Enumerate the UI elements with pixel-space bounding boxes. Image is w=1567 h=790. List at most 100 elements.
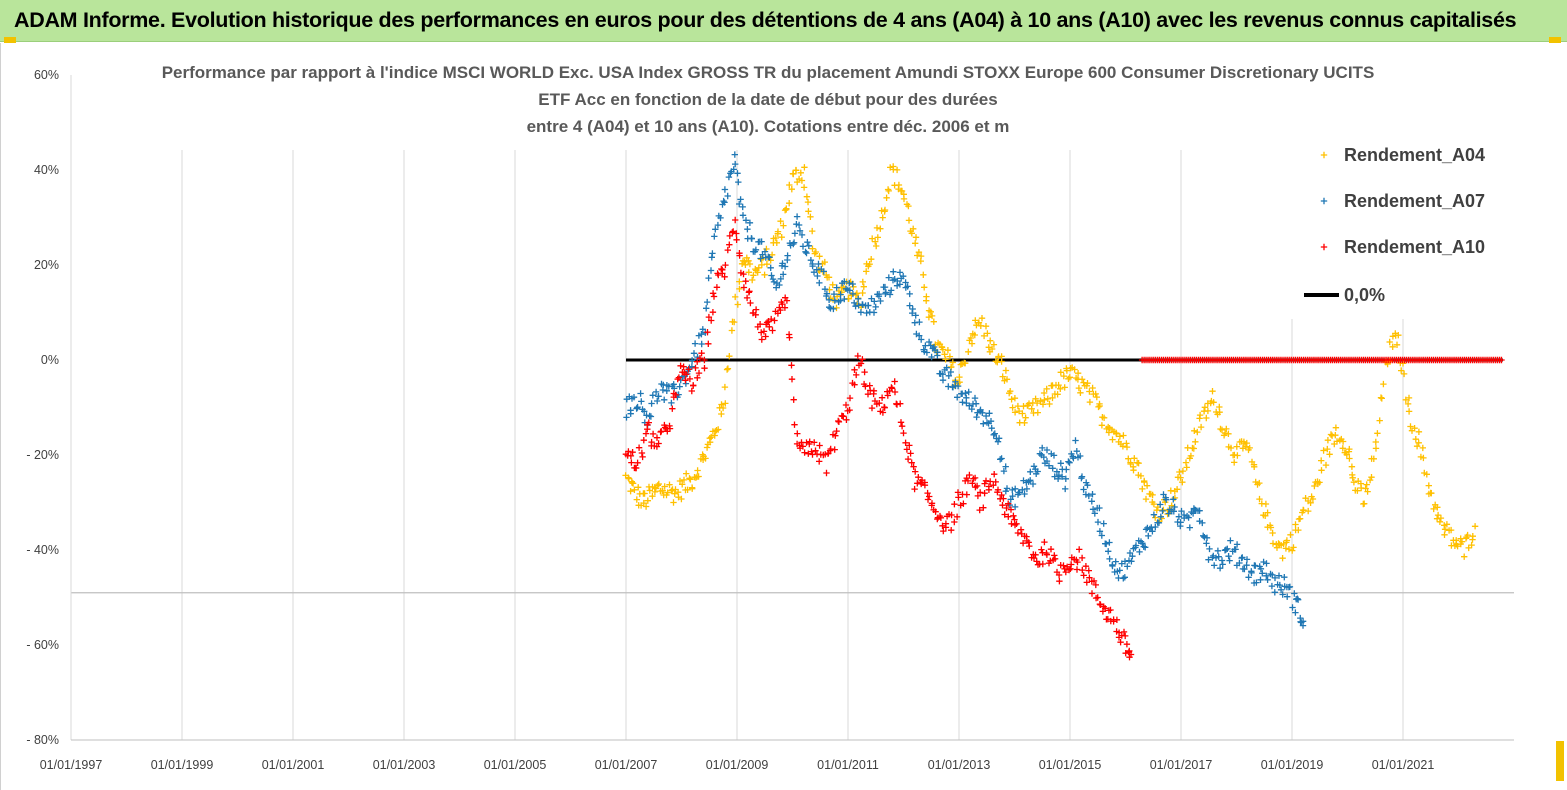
scatter-point (923, 349, 931, 356)
scatter-point (859, 278, 866, 286)
scatter-point (691, 340, 699, 347)
scatter-point (837, 291, 844, 298)
scatter-point (1179, 467, 1187, 475)
scatter-point (1032, 395, 1039, 402)
scatter-point (1216, 409, 1223, 416)
scatter-point (1210, 399, 1217, 406)
scatter-point (1105, 548, 1112, 555)
scatter-point (701, 365, 708, 372)
scatter-point (1226, 557, 1233, 564)
scatter-point (769, 275, 777, 283)
scatter-point (846, 279, 853, 287)
scatter-point (655, 440, 662, 447)
scatter-point (963, 491, 970, 498)
scatter-point (917, 257, 924, 265)
scatter-point (898, 187, 906, 195)
scatter-point (1086, 388, 1093, 395)
scatter-point (1039, 444, 1046, 452)
scatter-point (863, 309, 870, 317)
scatter-point (737, 196, 744, 203)
series-rendement-a10 (622, 216, 1135, 661)
scatter-point (945, 372, 952, 379)
scatter-point (1241, 565, 1248, 573)
scatter-point (783, 206, 790, 213)
scatter-point (694, 374, 701, 381)
scatter-point (1062, 485, 1069, 493)
scatter-point (897, 400, 904, 407)
scatter-point (1084, 482, 1091, 489)
chart-panel: 60% 40% 20% 0% - 20% - 40% - 60% - 80% 01/01/199… (0, 43, 1567, 790)
scatter-point (790, 170, 797, 178)
scatter-point (1063, 466, 1070, 473)
scatter-point (912, 312, 919, 319)
scatter-point (1233, 443, 1240, 450)
scatter-point (742, 261, 749, 268)
scatter-point (1240, 438, 1248, 445)
scatter-point (990, 482, 997, 489)
scatter-point (1405, 394, 1413, 402)
scatter-point (918, 480, 925, 488)
scatter-point (868, 256, 875, 263)
scatter-point (976, 506, 983, 514)
scatter-point (857, 309, 865, 316)
scatter-point (1183, 464, 1190, 471)
scatter-point (971, 394, 979, 402)
scatter-point (802, 248, 809, 255)
scatter-point (809, 260, 816, 268)
scatter-point (1051, 473, 1058, 480)
scatter-point (670, 499, 677, 506)
scatter-point (882, 289, 890, 296)
scatter-point (807, 257, 815, 264)
scatter-point (1256, 479, 1263, 487)
scatter-point (1082, 491, 1090, 498)
scatter-point (1296, 515, 1304, 522)
scatter-point (1030, 463, 1038, 470)
scatter-point (875, 290, 883, 298)
scatter-point (939, 371, 946, 378)
scatter-point (1013, 520, 1020, 527)
scatter-point (1030, 554, 1038, 562)
scatter-point (968, 405, 975, 413)
scatter-point (851, 366, 858, 373)
scatter-point (1428, 490, 1435, 497)
scatter-point (908, 459, 915, 466)
scatter-point (1374, 430, 1381, 437)
legend-label: Rendement_A07 (1344, 191, 1485, 211)
scatter-point (1028, 405, 1035, 412)
scatter-point (758, 261, 765, 269)
x-tick-label: 01/01/2015 (1039, 758, 1102, 772)
scatter-point (1051, 555, 1059, 562)
scatter-point (750, 272, 757, 279)
scatter-point (661, 396, 668, 403)
scatter-point (1076, 546, 1083, 553)
scatter-point (992, 478, 999, 486)
scatter-point (1218, 557, 1226, 564)
scatter-point (675, 374, 683, 381)
scatter-point (1152, 523, 1159, 531)
scatter-point (731, 318, 738, 326)
scatter-point (1179, 479, 1186, 486)
scatter-point (949, 383, 956, 391)
scatter-point (1058, 473, 1066, 480)
scatter-point (921, 479, 928, 486)
x-tick-label: 01/01/2011 (817, 758, 879, 772)
scatter-point (1194, 428, 1201, 436)
scatter-point (1332, 424, 1340, 431)
scatter-point (740, 270, 747, 278)
scatter-point (1197, 423, 1205, 431)
scatter-point (725, 173, 733, 181)
scatter-point (980, 504, 987, 511)
scatter-point (1246, 444, 1253, 452)
scatter-point (792, 167, 800, 174)
scatter-point (998, 358, 1005, 365)
scatter-point (724, 365, 732, 372)
scatter-point (1405, 408, 1413, 415)
scatter-point (767, 264, 774, 271)
scatter-point (640, 499, 647, 507)
scatter-point (1070, 455, 1077, 462)
scatter-point (809, 245, 816, 252)
scatter-point (717, 214, 724, 222)
scatter-point (1084, 380, 1091, 387)
scatter-point (748, 235, 755, 242)
scatter-point (680, 476, 688, 484)
